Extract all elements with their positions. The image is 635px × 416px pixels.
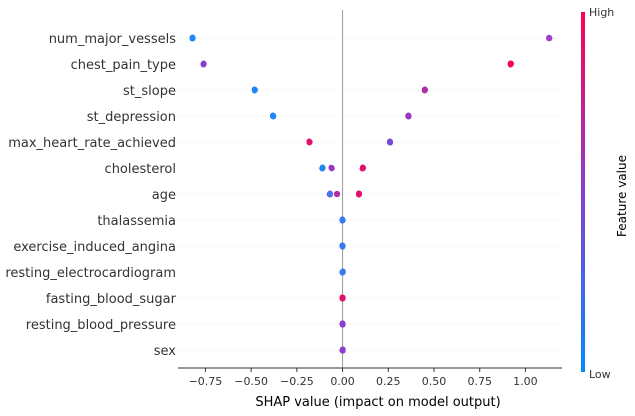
feature-label: st_depression <box>87 110 176 125</box>
shap-point <box>339 270 346 276</box>
shap-point <box>387 140 393 146</box>
feature-label: resting_electrocardiogram <box>5 266 176 281</box>
shap-point <box>251 88 258 94</box>
points-layer <box>189 34 553 354</box>
colorbar-gradient <box>581 12 585 372</box>
feature-label: cholesterol <box>105 162 176 177</box>
shap-point <box>359 166 365 172</box>
shap-point <box>340 322 346 328</box>
shap-point <box>422 88 428 94</box>
feature-label: num_major_vessels <box>49 32 177 47</box>
feature-label: thalassemia <box>97 214 176 229</box>
shap-point <box>507 62 513 68</box>
shap-point <box>200 62 207 68</box>
x-tick-label: −0.50 <box>234 375 268 388</box>
colorbar-title: Feature value <box>615 155 629 237</box>
x-tick-label: 0.50 <box>422 375 447 388</box>
shap-point <box>546 36 552 42</box>
x-axis-title: SHAP value (impact on model output) <box>255 395 500 410</box>
shap-point <box>339 296 345 302</box>
feature-label: resting_blood_pressure <box>26 318 176 333</box>
shap-point <box>340 348 346 354</box>
feature-label: chest_pain_type <box>71 58 176 73</box>
x-tick-label: 0.00 <box>330 375 355 388</box>
shap-point <box>340 244 346 250</box>
feature-label: st_slope <box>123 84 176 99</box>
x-tick-label: 0.25 <box>376 375 401 388</box>
feature-label: max_heart_rate_achieved <box>8 136 176 151</box>
shap-point <box>327 192 333 198</box>
x-tick-label: −0.25 <box>280 375 314 388</box>
feature-rows: num_major_vessels chest_pain_type st_slope… <box>5 32 562 359</box>
feature-label: age <box>152 188 176 203</box>
shap-point <box>306 140 313 146</box>
feature-label: exercise_induced_angina <box>13 240 176 255</box>
shap-point <box>339 218 345 224</box>
colorbar-high-label: High <box>589 6 614 19</box>
colorbar: High Low Feature value <box>581 6 629 381</box>
x-tick-label: −0.75 <box>189 375 223 388</box>
shap-point <box>334 191 340 198</box>
shap-point <box>270 114 277 120</box>
feature-label: fasting_blood_sugar <box>46 292 177 307</box>
colorbar-low-label: Low <box>589 368 611 381</box>
shap-point <box>356 192 362 198</box>
shap-point <box>319 166 325 172</box>
shap-point <box>406 114 412 120</box>
x-tick-label: 1.00 <box>513 375 538 388</box>
x-axis-ticks: −0.75 −0.50 −0.25 0.00 0.25 0.50 0.75 1.00 <box>189 368 538 388</box>
shap-point <box>329 166 335 172</box>
shap-point <box>189 36 195 42</box>
x-tick-label: 0.75 <box>467 375 492 388</box>
feature-label: sex <box>154 344 177 359</box>
